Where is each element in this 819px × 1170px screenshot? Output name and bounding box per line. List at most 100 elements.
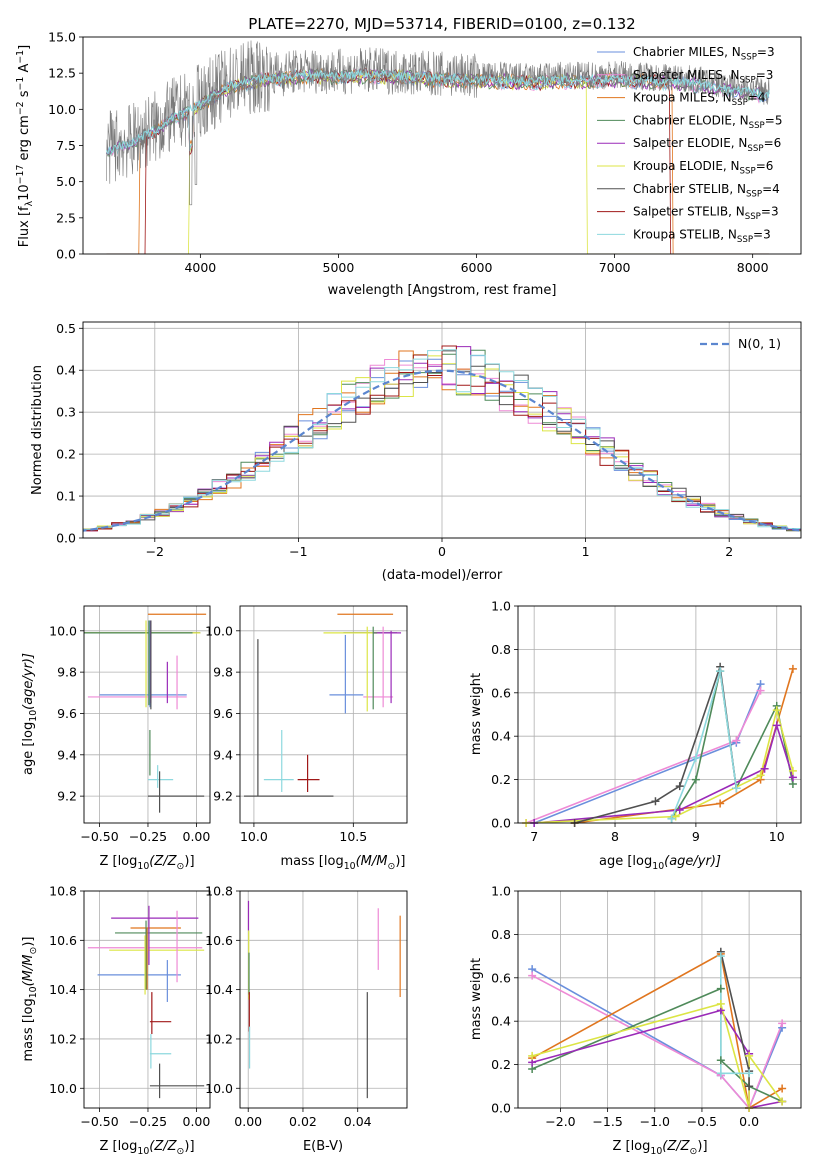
mass-weight-marker bbox=[756, 686, 765, 695]
y-tick-label: 10.6 bbox=[205, 933, 233, 948]
spectrum-panel: 4000 5000 6000 7000 8000 0.0 2.5 5.0 7.5 10.0 12.5… bbox=[15, 15, 802, 298]
x-axis-label: Z [log10(Z/Z⊙)] bbox=[99, 854, 194, 872]
y-tick-label: 0.6 bbox=[491, 685, 511, 700]
histogram-step-line bbox=[83, 349, 801, 533]
x-axis-label: E(B-V) bbox=[303, 1139, 343, 1154]
age-vs-mass-panel: 10.0 10.5 9.2 9.4 9.6 9.8 10.0 mass [log10(M/M⊙… bbox=[205, 605, 408, 872]
y-tick-label: 9.8 bbox=[57, 665, 77, 680]
y-tick-label: 10.0 bbox=[205, 623, 233, 638]
plot-area bbox=[106, 40, 770, 254]
legend-label-part: 5 bbox=[775, 113, 783, 127]
y-axis-label-part: −17 bbox=[15, 165, 26, 185]
model-spectrum-line bbox=[106, 69, 770, 154]
x-axis-label-part: (Z/Z bbox=[149, 1139, 177, 1154]
legend-label-part: 6 bbox=[774, 136, 782, 150]
y-tick-label: 9.4 bbox=[213, 747, 233, 762]
y-tick-label: 9.4 bbox=[57, 747, 77, 762]
legend-label-part: SSP bbox=[740, 75, 756, 85]
plot-area bbox=[243, 613, 402, 797]
mass-weight-marker bbox=[716, 667, 725, 676]
x-axis-label-part: )] bbox=[697, 1139, 707, 1154]
legend-label: Kroupa STELIB, NSSP=3 bbox=[633, 227, 771, 245]
legend-label-part: SSP bbox=[747, 144, 763, 154]
observed-spectrum-line bbox=[106, 40, 770, 206]
x-axis-label-part: Z [log bbox=[612, 1139, 650, 1154]
x-tick-label: 1 bbox=[582, 544, 590, 559]
y-axis-label-part: (M/M bbox=[21, 955, 36, 987]
y-tick-label: 12.5 bbox=[48, 66, 76, 81]
x-axis-label: mass [log10(M/M⊙)] bbox=[281, 854, 406, 872]
plot-area bbox=[247, 900, 401, 1099]
y-tick-label: 10.4 bbox=[49, 982, 77, 997]
mass-weight-marker bbox=[778, 1084, 787, 1093]
y-axis-label: mass weight bbox=[469, 958, 484, 1040]
y-axis-label-part: −1 bbox=[15, 50, 26, 64]
age-vs-metallicity-panel: −0.50 −0.25 0.009.29.49.69.810.0Z [log10(Z… bbox=[21, 605, 211, 872]
y-axis-label-part: −2 bbox=[15, 101, 26, 115]
x-tick-label: 9 bbox=[692, 829, 700, 844]
chart-title: PLATE=2270, MJD=53714, FIBERID=0100, z=0… bbox=[248, 15, 635, 33]
legend-label-part: Chabrier STELIB, N bbox=[633, 182, 746, 196]
y-tick-label: 10.8 bbox=[49, 884, 77, 899]
y-tick-label: 0.3 bbox=[56, 405, 76, 420]
legend-label: Chabrier ELODIE, NSSP=5 bbox=[633, 113, 782, 131]
legend-label-part: = bbox=[764, 136, 774, 150]
mass-weight-marker bbox=[772, 721, 781, 730]
mass-weight-marker bbox=[788, 664, 797, 673]
legend-label-part: = bbox=[761, 205, 771, 219]
legend-label-part: 4 bbox=[772, 182, 780, 196]
mass-weight-marker bbox=[716, 999, 725, 1008]
x-axis-label-part: 10 bbox=[650, 1146, 662, 1157]
x-axis-label-part: mass [log bbox=[281, 854, 344, 869]
axes-frame bbox=[83, 605, 211, 824]
x-axis-label-part: )] bbox=[184, 1139, 194, 1154]
axes-frame bbox=[517, 890, 802, 1109]
y-axis-label-part: 10 bbox=[17, 184, 32, 201]
x-axis-label: Z [log10(Z/Z⊙)] bbox=[99, 1139, 194, 1157]
x-axis-label-part: (age/yr)] bbox=[664, 854, 721, 869]
legend-label-part: Kroupa STELIB, N bbox=[633, 227, 737, 241]
axes-frame bbox=[517, 605, 802, 824]
y-tick-label: 0.2 bbox=[56, 447, 76, 462]
y-axis-label-part: s bbox=[17, 90, 32, 101]
y-axis-label-part: erg cm bbox=[17, 115, 32, 164]
x-axis-label: wavelength [Angstrom, rest frame] bbox=[328, 283, 557, 298]
x-axis-label-part: (Z/Z bbox=[662, 1139, 690, 1154]
x-tick-label: 5000 bbox=[323, 260, 355, 275]
legend-label-part: = bbox=[762, 182, 772, 196]
y-axis-label: age [log10(age/yr)] bbox=[21, 653, 39, 775]
x-tick-label: 8 bbox=[611, 829, 619, 844]
mass-weight-line bbox=[531, 1002, 783, 1108]
y-tick-label: 2.5 bbox=[56, 210, 76, 225]
mass-weight-marker bbox=[745, 1051, 754, 1060]
mass-vs-extinction-panel: 0.00 0.02 0.04 10.0 10.2 10.4 10.6 10.8 E(B-V) bbox=[205, 884, 408, 1154]
y-tick-label: 0.4 bbox=[491, 1014, 511, 1029]
x-tick-label: −1.5 bbox=[592, 1114, 622, 1129]
x-tick-label: 10 bbox=[769, 829, 785, 844]
x-tick-label: 0.00 bbox=[234, 1114, 262, 1129]
mass-weight-line bbox=[526, 709, 794, 823]
legend-label-part: Kroupa MILES, N bbox=[633, 91, 732, 105]
x-tick-label: −0.25 bbox=[129, 829, 167, 844]
legend-label-part: = bbox=[756, 159, 766, 173]
mass-weight-marker bbox=[716, 799, 725, 808]
axes-frame bbox=[239, 605, 408, 824]
x-axis-label-part: (M/M bbox=[356, 854, 388, 869]
y-tick-label: 10.4 bbox=[205, 982, 233, 997]
y-tick-label: 1.0 bbox=[491, 599, 511, 614]
legend-label-part: SSP bbox=[749, 121, 765, 131]
y-tick-label: 0.0 bbox=[491, 1101, 511, 1116]
plot-area bbox=[87, 905, 205, 1099]
x-axis-label-part: ⊙ bbox=[387, 861, 395, 872]
x-axis-label-part: (Z/Z bbox=[149, 854, 177, 869]
y-tick-label: 9.6 bbox=[57, 706, 77, 721]
y-axis-label-part: λ bbox=[24, 200, 35, 206]
axes-frame bbox=[82, 321, 802, 539]
legend-label-part: = bbox=[753, 227, 763, 241]
x-tick-label: 0.0 bbox=[739, 1114, 759, 1129]
x-axis-label-part: )] bbox=[395, 854, 405, 869]
legend-label: Salpeter ELODIE, NSSP=6 bbox=[633, 136, 781, 154]
x-axis-label-part: )] bbox=[184, 854, 194, 869]
x-axis-label-part: Z [log bbox=[99, 1139, 137, 1154]
